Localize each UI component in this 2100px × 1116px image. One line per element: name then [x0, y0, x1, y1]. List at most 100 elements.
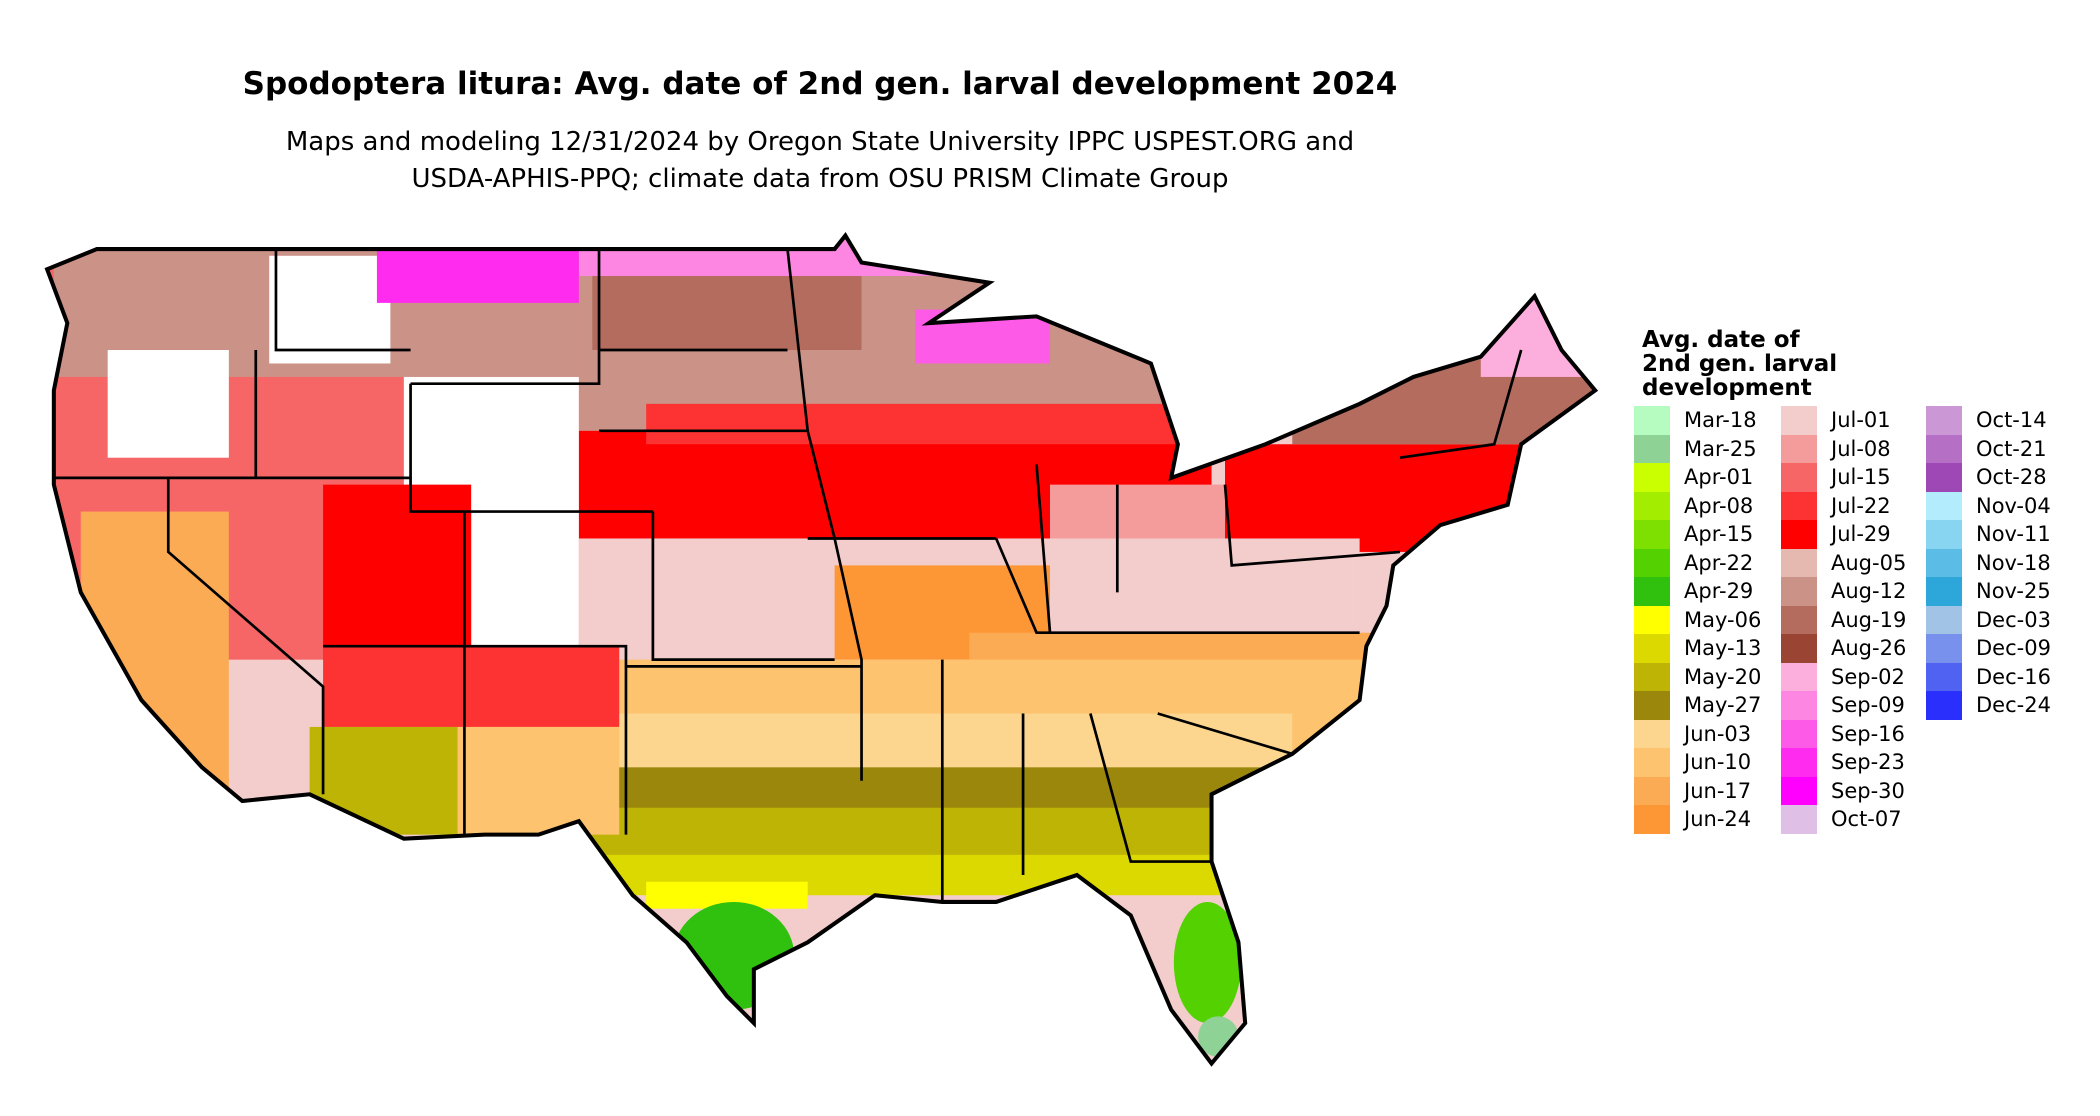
legend-item: Jul-08 — [1781, 434, 1906, 463]
legend-label: Dec-16 — [1976, 664, 2051, 689]
legend-label: Sep-16 — [1831, 721, 1905, 746]
legend-label: Apr-22 — [1684, 550, 1754, 575]
zone-co-white — [471, 511, 579, 647]
legend-item: Aug-26 — [1781, 634, 1906, 663]
legend-label: Oct-14 — [1976, 408, 2047, 433]
legend-item: Aug-19 — [1781, 605, 1907, 634]
legend-swatch — [1634, 605, 1670, 634]
legend-label: May-27 — [1684, 693, 1762, 718]
legend-swatch — [1634, 691, 1670, 720]
legend-column-3: Oct-14 Oct-21 Oct-28 Nov-04 Nov-11 Nov-18 Nov-… — [1926, 406, 2051, 720]
legend-item: Jun-10 — [1634, 748, 1761, 777]
legend-swatch — [1634, 805, 1670, 834]
legend-swatch — [1781, 719, 1817, 748]
zone-red-belt-2 — [646, 403, 1185, 445]
legend-label: Aug-19 — [1831, 607, 1907, 632]
zone-nm-orange — [457, 726, 620, 835]
zone-ca-orange — [80, 511, 229, 808]
legend-swatch — [1926, 463, 1962, 492]
legend-swatch — [1781, 634, 1817, 663]
legend-title-line: Avg. date of — [1642, 327, 1800, 353]
legend-swatch — [1634, 719, 1670, 748]
zone-id-white — [269, 255, 391, 364]
legend-swatch — [1781, 805, 1817, 834]
state-borders — [53, 248, 1523, 902]
legend-swatch — [1634, 748, 1670, 777]
legend-item: Aug-12 — [1781, 577, 1906, 606]
legend-swatch — [1926, 434, 1962, 463]
legend-item: Nov-04 — [1926, 491, 2051, 520]
legend-label: Jul-01 — [1831, 408, 1891, 433]
legend-item: Dec-09 — [1926, 634, 2051, 663]
legend-label: Jun-24 — [1684, 807, 1752, 832]
zone-ut-red — [323, 484, 472, 660]
legend-swatch — [1926, 520, 1962, 549]
legend-swatch — [1926, 406, 1962, 435]
legend-label: Mar-18 — [1684, 408, 1757, 433]
legend-swatch — [1781, 748, 1817, 777]
legend-swatch — [1781, 520, 1817, 549]
legend-label: Apr-08 — [1684, 493, 1754, 518]
legend-item: Oct-28 — [1926, 463, 2051, 492]
subtitle-line-2: USDA-APHIS-PPQ; climate data from OSU PR… — [411, 164, 1229, 194]
legend-item: May-20 — [1634, 662, 1762, 691]
legend-swatch — [1634, 634, 1670, 663]
legend-item: Jun-17 — [1634, 776, 1761, 805]
legend-label: Aug-05 — [1831, 550, 1907, 575]
legend-swatch — [1781, 548, 1817, 577]
legend-item: Dec-24 — [1926, 691, 2051, 720]
legend-label: Sep-23 — [1831, 750, 1905, 775]
legend-item: Mar-18 — [1634, 406, 1761, 435]
legend-label: Mar-25 — [1684, 436, 1757, 461]
legend-swatch — [1634, 520, 1670, 549]
legend-item: Jul-01 — [1781, 406, 1906, 435]
zone-fl-green — [1173, 901, 1242, 1024]
legend-label: Nov-18 — [1976, 550, 2051, 575]
subtitle-line-1: Maps and modeling 12/31/2024 by Oregon S… — [285, 127, 1355, 157]
legend-item: Sep-16 — [1781, 719, 1906, 748]
legend-label: May-20 — [1684, 664, 1762, 689]
map-title: Spodoptera litura: Avg. date of 2nd gen.… — [242, 66, 1398, 102]
legend-swatch — [1926, 548, 1962, 577]
legend-item: Apr-08 — [1634, 491, 1761, 520]
legend-item: Jul-22 — [1781, 491, 1906, 520]
legend-item: Mar-25 — [1634, 434, 1761, 463]
legend-label: Aug-12 — [1831, 579, 1907, 604]
legend-label: Dec-09 — [1976, 636, 2051, 661]
legend-label: Sep-09 — [1831, 693, 1905, 718]
legend-item: May-13 — [1634, 634, 1761, 663]
legend-label: Sep-02 — [1831, 664, 1905, 689]
legend-column-2: Jul-01 Jul-08 Jul-15 Jul-22 Jul-29 Aug-05 Aug-… — [1781, 406, 1906, 834]
legend-swatch — [1781, 691, 1817, 720]
legend-item: Jul-15 — [1781, 463, 1906, 492]
legend-label: Nov-25 — [1976, 579, 2051, 604]
legend-item: Sep-23 — [1781, 748, 1906, 777]
zone-or-white — [107, 350, 229, 458]
legend-title: Avg. date of 2nd gen. larval development — [1642, 328, 1837, 400]
legend-swatch — [1634, 463, 1670, 492]
legend-label: Jul-08 — [1831, 436, 1891, 461]
legend-label: Dec-24 — [1976, 693, 2051, 718]
legend-swatch — [1781, 662, 1817, 691]
legend-label: Nov-11 — [1976, 522, 2051, 547]
legend-label: Jul-15 — [1831, 465, 1891, 490]
legend-item: Dec-16 — [1926, 662, 2051, 691]
legend-label: Jul-29 — [1831, 522, 1891, 547]
zone-az-olive — [309, 726, 458, 835]
legend-swatch — [1926, 662, 1962, 691]
legend-item: Jun-24 — [1634, 805, 1761, 834]
legend-label: Dec-03 — [1976, 607, 2051, 632]
legend-item: Oct-07 — [1781, 805, 1906, 834]
legend-swatch — [1926, 577, 1962, 606]
legend-title-line: 2nd gen. larval — [1642, 351, 1838, 377]
legend-swatch — [1634, 577, 1670, 606]
legend-item: Jul-29 — [1781, 520, 1906, 549]
legend-label: Apr-15 — [1684, 522, 1754, 547]
legend-label: Apr-01 — [1684, 465, 1754, 490]
legend-swatch — [1634, 406, 1670, 435]
zone-tx-green — [673, 901, 795, 1010]
legend-item: Apr-01 — [1634, 463, 1761, 492]
legend-swatch — [1781, 406, 1817, 435]
legend-swatch — [1634, 662, 1670, 691]
